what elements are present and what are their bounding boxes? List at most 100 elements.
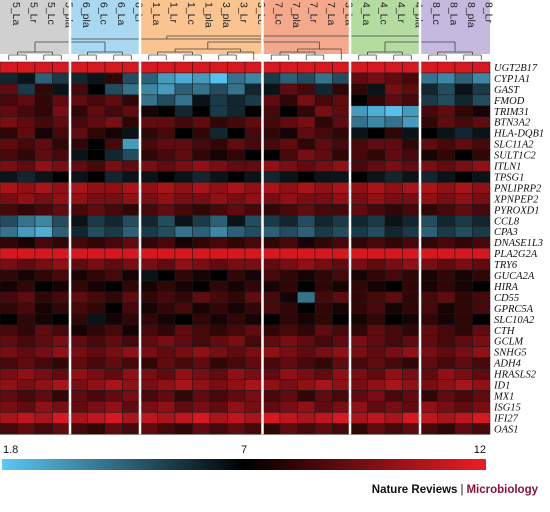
heatmap-cell xyxy=(332,160,351,172)
heatmap-cell xyxy=(52,423,71,435)
heatmap-cell xyxy=(227,83,246,96)
column-label: 7_pla xyxy=(290,2,302,28)
heatmap-cell xyxy=(34,193,53,205)
heatmap-cell xyxy=(87,401,106,413)
heatmap-cell xyxy=(34,149,53,161)
heatmap-cell xyxy=(87,226,106,238)
heatmap-cell xyxy=(174,171,193,183)
heatmap-cell xyxy=(437,160,456,172)
heatmap-cell xyxy=(454,105,473,118)
heatmap-cell xyxy=(0,94,18,107)
heatmap-cell xyxy=(262,379,281,391)
heatmap-cell xyxy=(104,72,123,85)
heatmap-cell xyxy=(454,412,473,424)
heatmap-cell xyxy=(349,149,368,161)
column-label: 6_Lc xyxy=(97,2,109,25)
heatmap-cell xyxy=(104,357,123,369)
heatmap-cell xyxy=(384,83,403,96)
row-label: DNASE1L3 xyxy=(493,238,543,249)
heatmap-cell xyxy=(262,280,281,293)
heatmap-cell xyxy=(402,160,421,172)
heatmap-cell xyxy=(52,127,71,139)
heatmap-cell xyxy=(139,423,158,435)
heatmap-cell xyxy=(279,423,298,435)
heatmap-cell xyxy=(332,116,351,128)
heatmap-cell xyxy=(437,269,456,282)
heatmap-cell xyxy=(367,61,386,74)
heatmap-cell xyxy=(349,193,368,205)
heatmap-cell xyxy=(367,215,386,227)
column-label: 1_pla xyxy=(202,2,214,28)
heatmap-cell xyxy=(279,346,298,358)
heatmap-cell xyxy=(174,105,193,118)
heatmap-cell xyxy=(69,346,88,358)
heatmap-cell xyxy=(419,105,438,118)
heatmap-cell xyxy=(52,215,71,227)
heatmap-cell xyxy=(209,72,228,85)
journal-section: Microbiology xyxy=(466,484,538,496)
heatmap-cell xyxy=(244,160,263,172)
heatmap-cell xyxy=(332,324,351,336)
heatmap-cell xyxy=(174,390,193,402)
heatmap-cell xyxy=(17,291,36,304)
heatmap-cell xyxy=(174,94,193,107)
heatmap-cell xyxy=(367,236,386,249)
heatmap-cell xyxy=(122,258,141,271)
heatmap-cell xyxy=(17,138,36,150)
heatmap-cell xyxy=(87,258,106,271)
heatmap-cell xyxy=(384,247,403,260)
heatmap-cell xyxy=(332,61,351,74)
heatmap-cell xyxy=(34,401,53,413)
heatmap-cell xyxy=(472,368,491,380)
heatmap-cell xyxy=(52,346,71,358)
heatmap-cell xyxy=(419,258,438,271)
heatmap-cell xyxy=(349,401,368,413)
heatmap-cell xyxy=(262,215,281,227)
heatmap-cell xyxy=(472,423,491,435)
heatmap-cell xyxy=(192,269,211,282)
heatmap-cell xyxy=(367,269,386,282)
heatmap-cell xyxy=(209,412,228,424)
heatmap-cell xyxy=(349,204,368,216)
heatmap-cell xyxy=(244,423,263,435)
heatmap-cell xyxy=(157,335,176,347)
heatmap-cell xyxy=(402,390,421,402)
heatmap-cell xyxy=(279,116,298,128)
heatmap-cell xyxy=(227,160,246,172)
heatmap-cell xyxy=(332,127,351,139)
row-label: CD55 xyxy=(494,293,519,304)
heatmap-cell xyxy=(209,269,228,282)
heatmap-cell xyxy=(314,280,333,293)
heatmap-cell xyxy=(454,116,473,128)
heatmap-cell xyxy=(384,302,403,315)
heatmap-cell xyxy=(69,313,88,326)
heatmap-cell xyxy=(472,94,491,107)
heatmap-cell xyxy=(244,149,263,161)
heatmap-cell xyxy=(174,204,193,216)
heatmap-cell xyxy=(279,324,298,336)
heatmap-cell xyxy=(297,401,316,413)
heatmap-cell xyxy=(209,83,228,96)
heatmap-cell xyxy=(34,269,53,282)
heatmap-cell xyxy=(192,401,211,413)
heatmap-cell xyxy=(0,335,18,347)
heatmap-cell xyxy=(367,83,386,96)
heatmap-cell xyxy=(419,127,438,139)
heatmap-cell xyxy=(244,138,263,150)
heatmap-cell xyxy=(314,94,333,107)
heatmap-cell xyxy=(139,105,158,118)
heatmap-cell xyxy=(192,94,211,107)
heatmap-cell xyxy=(17,269,36,282)
heatmap-cell xyxy=(104,193,123,205)
heatmap-cell xyxy=(244,269,263,282)
heatmap-cell xyxy=(314,138,333,150)
heatmap-cell xyxy=(402,138,421,150)
heatmap-cell xyxy=(332,226,351,238)
heatmap-cell xyxy=(402,149,421,161)
heatmap-cell xyxy=(297,160,316,172)
heatmap-cell xyxy=(209,204,228,216)
column-label: 6_Lr xyxy=(132,2,144,24)
heatmap-cell xyxy=(34,335,53,347)
heatmap-cell xyxy=(157,302,176,315)
heatmap-cell xyxy=(192,193,211,205)
